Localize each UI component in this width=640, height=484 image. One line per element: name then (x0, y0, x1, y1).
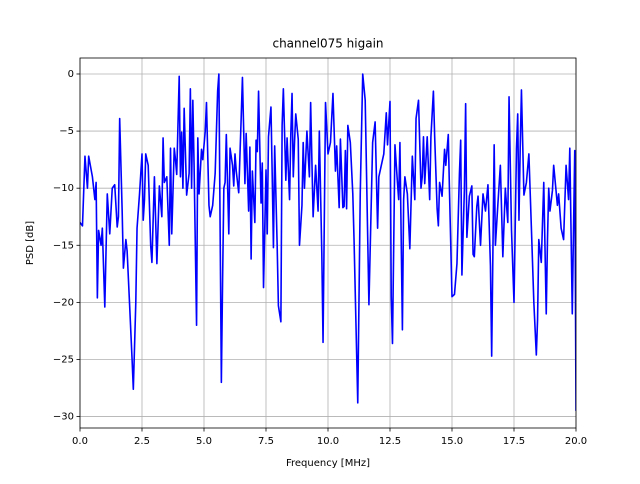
x-tick-label: 5.0 (196, 436, 212, 447)
x-tick-label: 0.0 (72, 436, 88, 447)
y-tick-label: −25 (53, 354, 74, 365)
plot-frame (79, 57, 577, 429)
data-line (80, 73, 576, 411)
x-tick-label: 10.0 (317, 436, 339, 447)
y-tick-label: −30 (53, 412, 74, 423)
x-tick-label: 15.0 (441, 436, 463, 447)
x-tick-label: 17.5 (503, 436, 525, 447)
y-tick-label: −20 (53, 297, 74, 308)
y-axis-label: PSD [dB] (25, 221, 36, 265)
x-tick-label: 2.5 (134, 436, 150, 447)
y-tick-label: −5 (59, 126, 74, 137)
y-tick-label: 0 (68, 69, 74, 80)
y-tick-label: −10 (53, 183, 74, 194)
x-tick-label: 12.5 (379, 436, 401, 447)
chart-title: channel075 higain (272, 37, 383, 51)
x-axis-label: Frequency [MHz] (286, 458, 370, 469)
x-tick-label: 7.5 (258, 436, 274, 447)
x-tick-label: 20.0 (565, 436, 587, 447)
y-tick-label: −15 (53, 240, 74, 251)
